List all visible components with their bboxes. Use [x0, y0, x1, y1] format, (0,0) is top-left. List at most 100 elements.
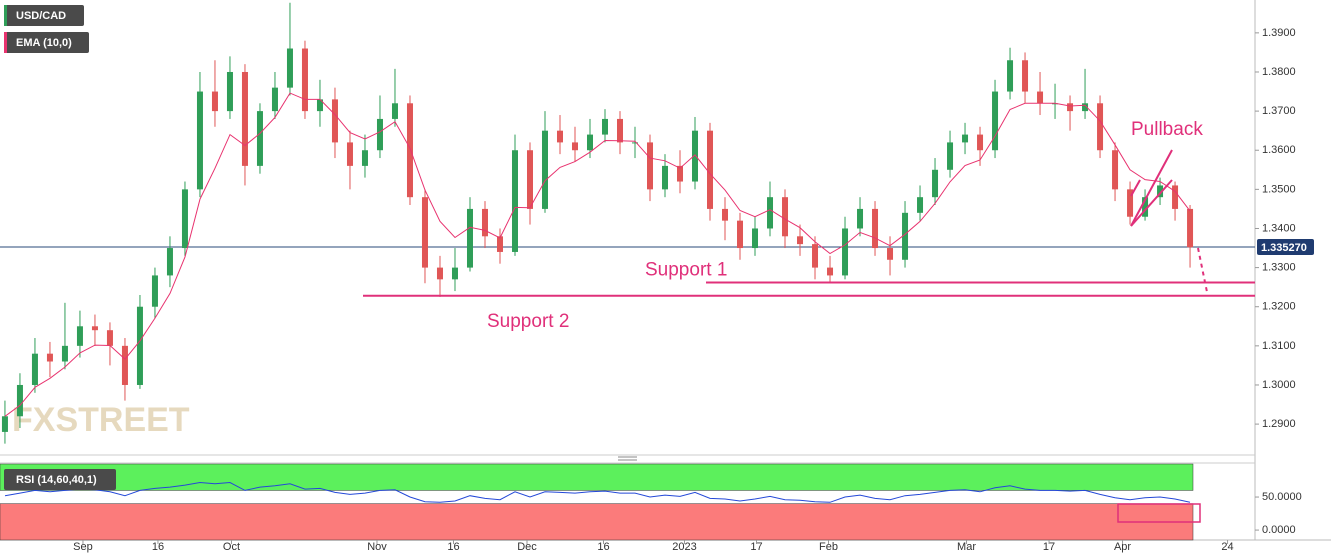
candle-body	[361, 150, 368, 166]
candle-body	[782, 197, 789, 237]
candle-body	[677, 165, 684, 182]
candle-body	[301, 48, 308, 112]
legend-swatch	[4, 32, 7, 53]
candle-body	[767, 197, 774, 229]
candle-body	[917, 197, 924, 213]
y-tick-label: 1.3100	[1262, 340, 1296, 352]
candle-body	[797, 236, 804, 245]
candle-body	[887, 248, 894, 260]
y-tick-label: 1.3400	[1262, 222, 1296, 234]
candle-body	[91, 326, 98, 331]
candle-body	[662, 165, 669, 190]
candle-body	[316, 99, 323, 112]
candle-body	[632, 142, 639, 144]
highlight-box	[1117, 503, 1201, 523]
candle-body	[1037, 91, 1044, 104]
legend-swatch	[4, 5, 7, 26]
y-tick-label: 50.0000	[1262, 491, 1302, 503]
y-tick-label: 1.3900	[1262, 27, 1296, 39]
candle-body	[586, 134, 593, 151]
rsi-panel: 50.0000 0.0000	[0, 463, 1302, 541]
candle-body	[166, 248, 173, 276]
candle-body	[962, 134, 969, 143]
y-tick-label: 1.3000	[1262, 379, 1296, 391]
candle-body	[526, 150, 533, 209]
candle-body	[977, 134, 984, 151]
candle-body	[1142, 197, 1149, 217]
y-tick-label: 1.3500	[1262, 183, 1296, 195]
legend-box	[4, 469, 116, 490]
x-tick-label: Apr	[1114, 541, 1131, 553]
x-tick-label: Nov	[367, 541, 387, 553]
candle-body	[181, 189, 188, 249]
price-panel	[0, 2, 1255, 444]
candle-body	[256, 111, 263, 166]
x-tick-label: 24	[1221, 541, 1233, 553]
rsi-line	[4, 481, 1191, 503]
x-tick-label: 16	[447, 541, 459, 553]
annotation-label: Pullback	[1131, 119, 1203, 140]
candle-body	[121, 345, 128, 385]
candle-body	[286, 48, 293, 88]
candle-body	[902, 212, 909, 260]
candle-body	[271, 87, 278, 112]
candle-body	[61, 345, 68, 362]
annotations: Pullback Support 1 Support 2	[363, 119, 1255, 523]
legend-rsi: RSI (14,60,40,1)	[16, 474, 97, 486]
candle-body	[932, 169, 939, 198]
candle-body	[376, 118, 383, 151]
watermark: FXSTREET	[12, 401, 190, 439]
panel-handle	[618, 456, 637, 461]
candle-body	[842, 228, 849, 276]
candle-body	[1157, 185, 1164, 198]
candle-body	[1112, 150, 1119, 190]
candle-body	[241, 71, 248, 166]
legend-box	[4, 32, 89, 53]
candle-body	[346, 142, 353, 166]
y-tick-label: 1.3300	[1262, 262, 1296, 274]
candle-body	[601, 118, 608, 135]
candle-body	[76, 326, 83, 346]
legend-ema: EMA (10,0)	[16, 37, 72, 49]
candle-body	[196, 91, 203, 190]
candle-body	[331, 99, 338, 143]
candle-body	[226, 71, 233, 112]
legend: USD/CAD EMA (10,0) RSI (14,60,40,1)	[4, 5, 116, 490]
y-tick-label: 1.3200	[1262, 301, 1296, 313]
candle-body	[827, 267, 834, 276]
x-tick-label: Dec	[517, 541, 537, 553]
legend-box	[4, 5, 84, 26]
candle-body	[16, 384, 23, 417]
candle-body	[1097, 103, 1104, 151]
x-tick-label: Oct	[223, 541, 240, 553]
candle-body	[1172, 185, 1179, 209]
candle-body	[872, 208, 879, 249]
candle-body	[406, 103, 413, 198]
x-tick-label: Mar	[957, 541, 976, 553]
y-tick-label: 1.2900	[1262, 418, 1296, 430]
candle-body	[421, 197, 428, 268]
oversold-zone	[0, 503, 1194, 541]
last-price-box	[1257, 238, 1314, 255]
candle-body	[1187, 208, 1194, 248]
candle-body	[722, 208, 729, 221]
candle-body	[541, 130, 548, 209]
x-tick-label: 17	[1043, 541, 1055, 553]
candle-body	[647, 142, 654, 190]
candle-body	[481, 208, 488, 237]
annotation-label: Support 2	[487, 311, 569, 332]
ema-line	[4, 92, 1191, 417]
x-tick-label: Feb	[819, 541, 838, 553]
candle-body	[737, 220, 744, 249]
candle-body	[752, 228, 759, 249]
channel-line	[1130, 179, 1173, 227]
candle-body	[136, 306, 143, 385]
candle-body	[46, 353, 53, 362]
channel-line	[1130, 179, 1141, 197]
candle-body	[1127, 189, 1134, 217]
candle-body	[616, 118, 623, 143]
y-tick-label: 1.3600	[1262, 144, 1296, 156]
candle-body	[707, 130, 714, 209]
overbought-zone	[0, 463, 1194, 491]
